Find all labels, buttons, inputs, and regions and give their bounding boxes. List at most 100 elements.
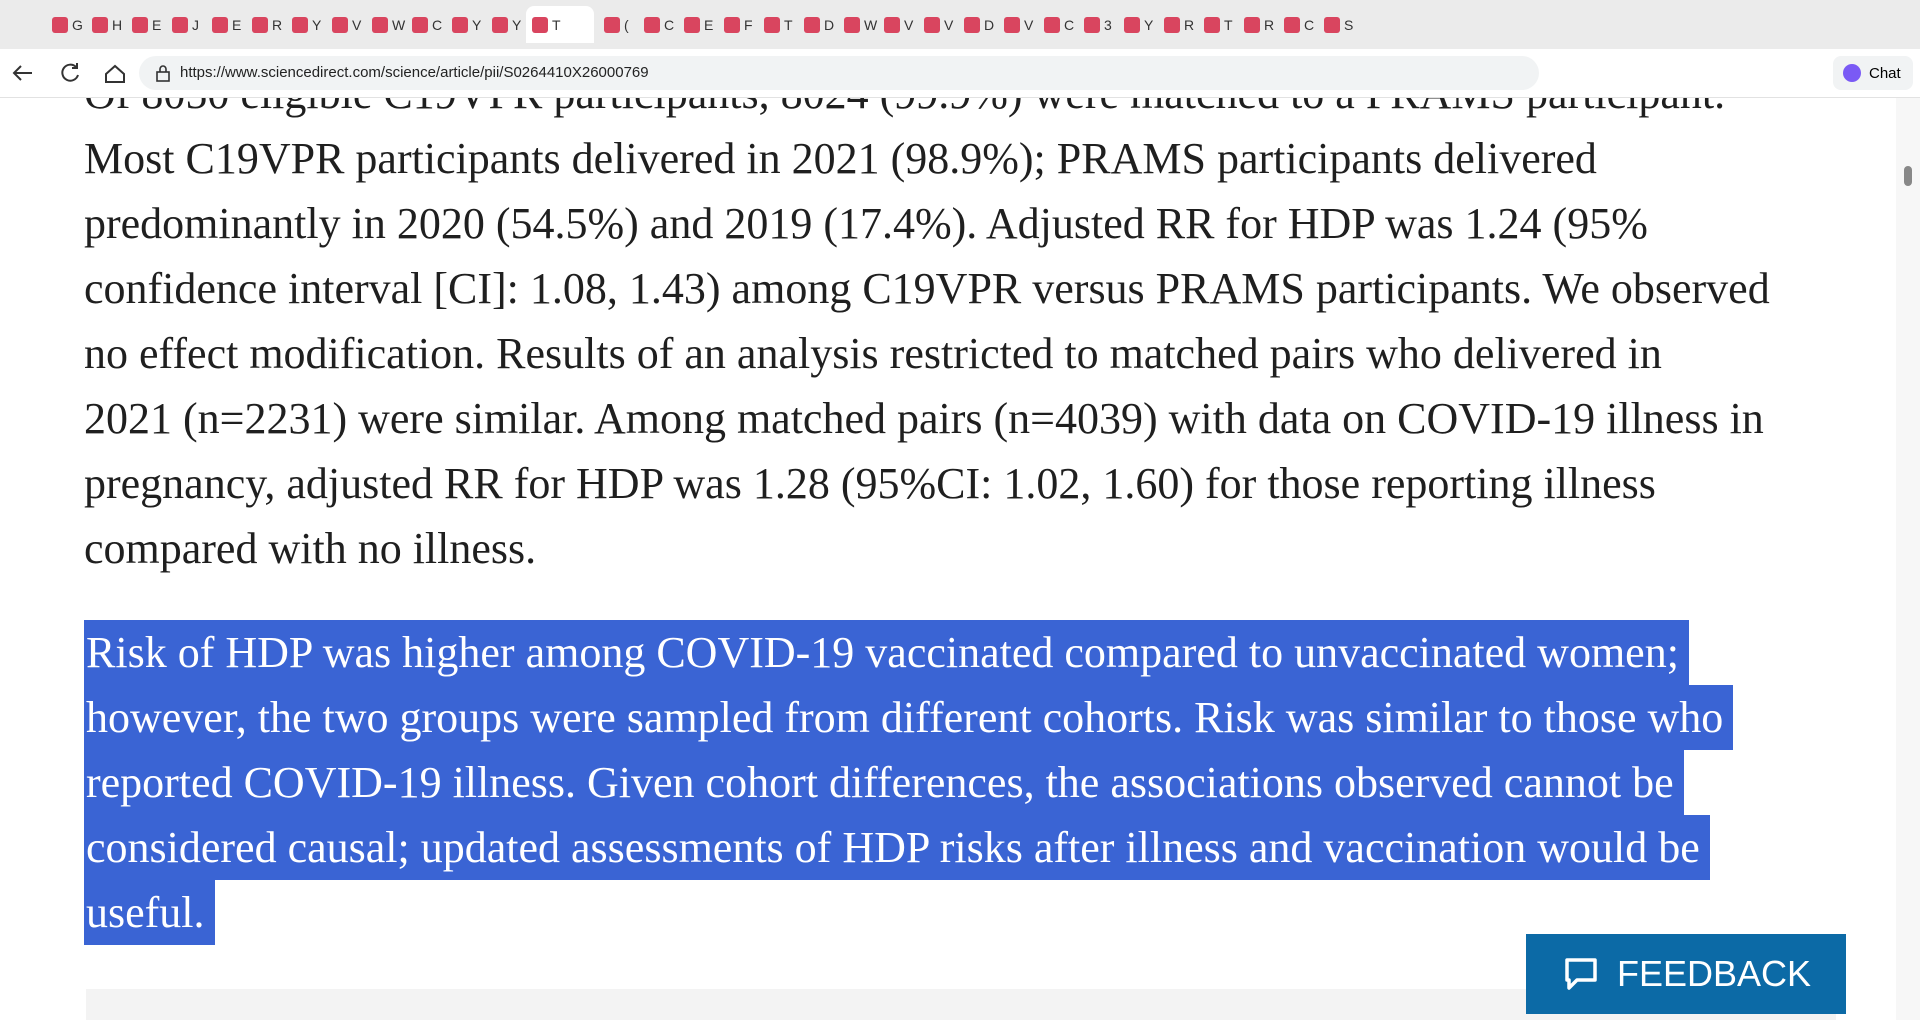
text-line: no effect modification. Results of an an… bbox=[84, 321, 1770, 386]
line-text: Risk of HDP was higher among COVID-19 va… bbox=[84, 620, 1689, 685]
tab[interactable]: C bbox=[638, 6, 684, 43]
url-text: https://www.sciencedirect.com/science/ar… bbox=[180, 64, 649, 81]
tab-title: S bbox=[1344, 16, 1354, 33]
tab[interactable]: ( bbox=[598, 6, 644, 43]
tab-title: V bbox=[352, 16, 362, 33]
tab[interactable]: C bbox=[1038, 6, 1084, 43]
tab-icon bbox=[92, 16, 108, 33]
feedback-label: FEEDBACK bbox=[1616, 953, 1812, 994]
tab[interactable]: C bbox=[1278, 6, 1324, 43]
text-line: 2021 (n=2231) were similar. Among matche… bbox=[84, 386, 1770, 451]
tab[interactable]: T bbox=[526, 6, 594, 43]
tab-title: T bbox=[784, 16, 793, 33]
tab[interactable]: D bbox=[958, 6, 1004, 43]
tab-icon bbox=[412, 16, 428, 33]
tab-title: V bbox=[904, 16, 914, 33]
tab[interactable]: W bbox=[838, 6, 884, 43]
tab-title: H bbox=[112, 16, 123, 33]
tab-icon bbox=[532, 16, 548, 33]
tab-icon bbox=[132, 16, 148, 33]
tab[interactable]: J bbox=[166, 6, 212, 43]
tab[interactable]: G bbox=[46, 6, 92, 43]
tab-icon bbox=[1084, 16, 1100, 33]
scrollbar[interactable] bbox=[1896, 98, 1920, 1020]
tab[interactable]: C bbox=[406, 6, 452, 43]
tab-icon bbox=[684, 16, 700, 33]
tab-title: R bbox=[1264, 16, 1275, 33]
chat-label: Chat bbox=[1869, 64, 1901, 82]
tab[interactable]: Y bbox=[446, 6, 492, 43]
tab-title: E bbox=[152, 16, 162, 33]
tab-title: Y bbox=[312, 16, 322, 33]
tab[interactable]: H bbox=[86, 6, 132, 43]
line-text: Most C19VPR participants delivered in 20… bbox=[84, 134, 1597, 183]
tab-icon bbox=[764, 16, 780, 33]
tab-title: C bbox=[1304, 16, 1315, 33]
tab-title: T bbox=[1224, 16, 1233, 33]
tab[interactable]: 3 bbox=[1078, 6, 1124, 43]
tab-title: F bbox=[744, 16, 753, 33]
text-line: Most C19VPR participants delivered in 20… bbox=[84, 126, 1770, 191]
tab[interactable]: Y bbox=[1118, 6, 1164, 43]
tab-title: C bbox=[1064, 16, 1075, 33]
tab-icon bbox=[1124, 16, 1140, 33]
tab-icon bbox=[292, 16, 308, 33]
text-line: Risk of HDP was higher among COVID-19 va… bbox=[84, 620, 1733, 685]
tab-icon bbox=[1244, 16, 1260, 33]
text-line: considered causal; updated assessments o… bbox=[84, 815, 1733, 880]
tab-title: J bbox=[192, 16, 199, 33]
line-text: pregnancy, adjusted RR for HDP was 1.28 … bbox=[84, 459, 1656, 508]
line-text: 2021 (n=2231) were similar. Among matche… bbox=[84, 394, 1764, 443]
tab-title: G bbox=[72, 16, 83, 33]
tab-title: C bbox=[432, 16, 443, 33]
line-text: confidence interval [CI]: 1.08, 1.43) am… bbox=[84, 264, 1770, 313]
tab-icon bbox=[844, 16, 860, 33]
tab[interactable]: R bbox=[1238, 6, 1284, 43]
tab-icon bbox=[372, 16, 388, 33]
tab[interactable]: E bbox=[206, 6, 252, 43]
tab-icon bbox=[804, 16, 820, 33]
tab-icon bbox=[1164, 16, 1180, 33]
tab[interactable]: Y bbox=[486, 6, 532, 43]
tab-title: T bbox=[552, 16, 561, 33]
tab[interactable]: R bbox=[1158, 6, 1204, 43]
tab[interactable]: T bbox=[758, 6, 804, 43]
chat-button[interactable]: Chat bbox=[1833, 56, 1913, 90]
tab-icon bbox=[604, 16, 620, 33]
tab-title: W bbox=[392, 16, 406, 33]
url-field[interactable]: https://www.sciencedirect.com/science/ar… bbox=[139, 56, 1539, 90]
text-line: confidence interval [CI]: 1.08, 1.43) am… bbox=[84, 256, 1770, 321]
tab-icon bbox=[964, 16, 980, 33]
tab[interactable]: W bbox=[366, 6, 412, 43]
text-line: Of 8050 eligible C19VPR participants, 80… bbox=[84, 98, 1770, 126]
tab[interactable]: E bbox=[126, 6, 172, 43]
text-line: pregnancy, adjusted RR for HDP was 1.28 … bbox=[84, 451, 1770, 516]
tab[interactable]: S bbox=[1318, 6, 1364, 43]
line-text: Of 8050 eligible C19VPR participants, 80… bbox=[84, 98, 1725, 118]
nav-buttons[interactable] bbox=[0, 49, 130, 98]
tab[interactable]: R bbox=[246, 6, 292, 43]
tab-icon bbox=[492, 16, 508, 33]
tab-title: D bbox=[824, 16, 835, 33]
tab[interactable]: F bbox=[718, 6, 764, 43]
tab-title: Y bbox=[472, 16, 482, 33]
tab[interactable]: V bbox=[878, 6, 924, 43]
tab[interactable]: E bbox=[678, 6, 724, 43]
tab[interactable]: V bbox=[998, 6, 1044, 43]
tab[interactable]: T bbox=[1198, 6, 1244, 43]
tab-icon bbox=[1204, 16, 1220, 33]
line-text: predominantly in 2020 (54.5%) and 2019 (… bbox=[84, 199, 1648, 248]
text-line: useful. bbox=[84, 880, 1733, 945]
tab[interactable]: D bbox=[798, 6, 844, 43]
tab-icon bbox=[1324, 16, 1340, 33]
tab[interactable]: V bbox=[326, 6, 372, 43]
feedback-button[interactable]: FEEDBACK bbox=[1526, 934, 1846, 1014]
tab-title: R bbox=[272, 16, 283, 33]
tab[interactable]: Y bbox=[286, 6, 332, 43]
tab[interactable]: V bbox=[918, 6, 964, 43]
text-line: predominantly in 2020 (54.5%) and 2019 (… bbox=[84, 191, 1770, 256]
text-line: compared with no illness. bbox=[84, 516, 1770, 581]
tab-icon bbox=[212, 16, 228, 33]
tab-title: V bbox=[1024, 16, 1034, 33]
